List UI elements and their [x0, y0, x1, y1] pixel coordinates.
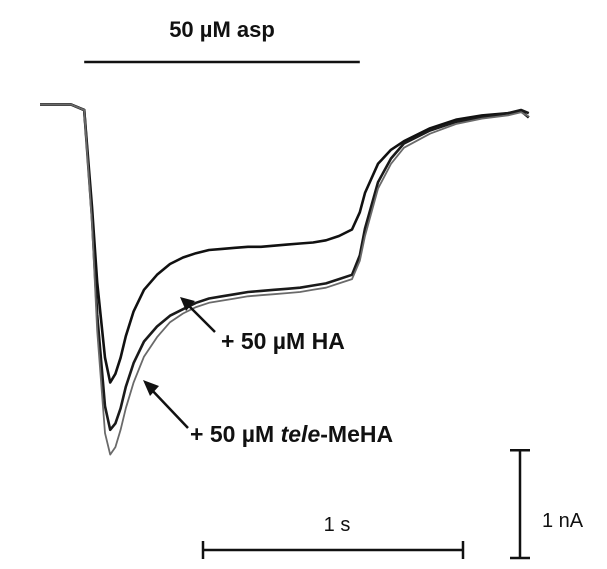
current-scale-label: 1 nA	[542, 510, 584, 532]
ha-label-prefix: + 50 µM	[221, 328, 312, 354]
telemeha-label: + 50 µM tele-MeHA	[190, 421, 393, 447]
current-scale-bar	[510, 449, 530, 560]
trace-control	[40, 103, 530, 384]
telemeha-label-prefix: + 50 µM	[190, 421, 281, 447]
trace-ha	[40, 103, 530, 432]
telemeha-arrow	[143, 380, 189, 429]
ha-label: + 50 µM HA	[221, 328, 345, 354]
trace-telemeha	[40, 103, 530, 456]
time-scale-label: 1 s	[324, 514, 351, 536]
current-traces	[40, 103, 530, 456]
time-scale-bar	[201, 541, 465, 559]
telemeha-label-suffix: -MeHA	[320, 421, 393, 447]
telemeha-label-emph: tele	[281, 421, 321, 447]
stimulus-label: 50 µM asp	[169, 17, 275, 42]
ha-label-suffix: HA	[312, 328, 345, 354]
ha-arrow	[180, 297, 216, 333]
